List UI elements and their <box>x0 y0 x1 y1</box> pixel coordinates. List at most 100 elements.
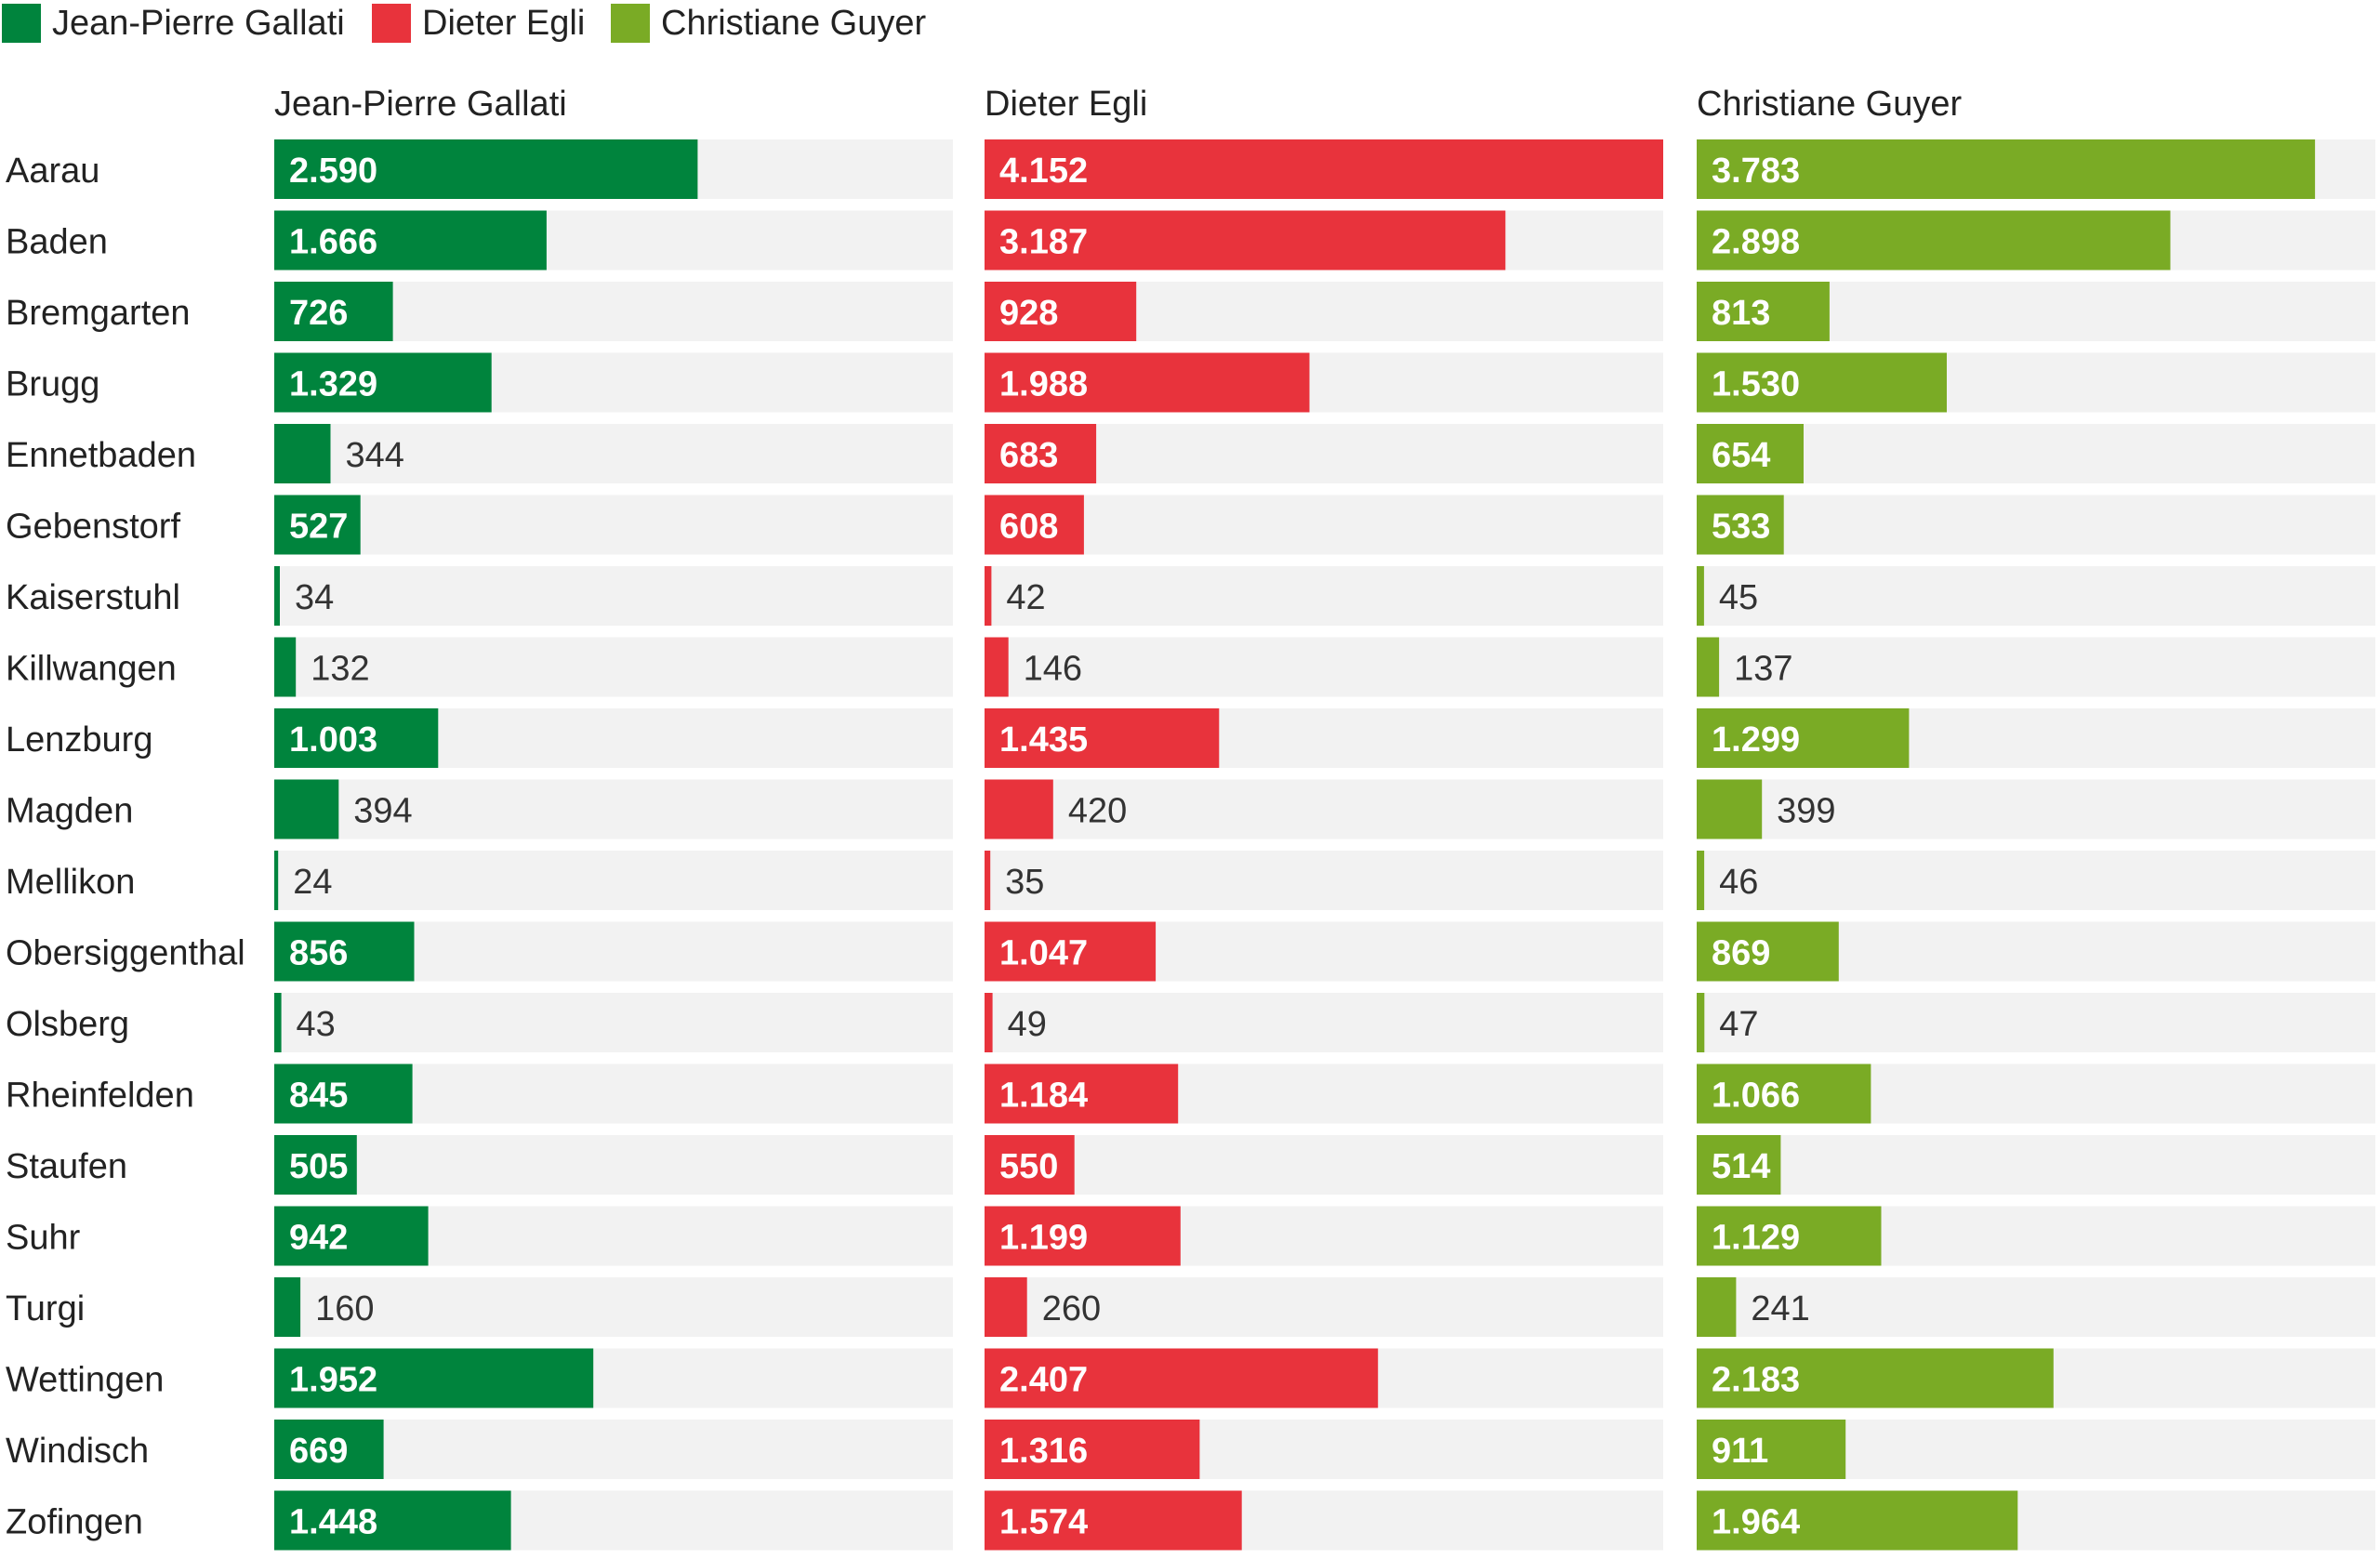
legend-label-jean-pierre-gallati: Jean-Pierre Gallati <box>52 4 345 43</box>
value-label-jean-pierre-gallati-staufen: 505 <box>289 1147 348 1186</box>
bar-christiane-guyer-brugg <box>1697 352 1947 413</box>
category-label-wettingen: Wettingen <box>6 1361 164 1400</box>
bar-jean-pierre-gallati-killwangen <box>274 637 297 697</box>
bar-dieter-egli-olsberg <box>985 993 993 1052</box>
value-label-dieter-egli-turgi: 260 <box>1042 1289 1101 1328</box>
legend-label-christiane-guyer: Christiane Guyer <box>661 4 926 43</box>
value-label-jean-pierre-gallati-wettingen: 1.952 <box>289 1361 377 1400</box>
bar-jean-pierre-gallati-ennetbaden <box>274 424 331 483</box>
bar-track <box>1697 779 2375 839</box>
bar-christiane-guyer-baden <box>1697 210 2171 271</box>
bar-jean-pierre-gallati-lenzburg <box>274 708 439 768</box>
bar-track <box>1697 851 2375 910</box>
value-label-christiane-guyer-lenzburg: 1.299 <box>1712 720 1800 760</box>
value-label-dieter-egli-lenzburg: 1.435 <box>999 720 1088 760</box>
bar-track <box>985 1135 1663 1195</box>
bar-track <box>274 1420 953 1479</box>
value-label-jean-pierre-gallati-obersiggenthal: 856 <box>289 934 348 973</box>
bar-jean-pierre-gallati-gebenstorf <box>274 495 361 555</box>
bar-dieter-egli-lenzburg <box>985 708 1220 768</box>
legend-label-dieter-egli: Dieter Egli <box>422 4 585 43</box>
value-label-jean-pierre-gallati-kaiserstuhl: 34 <box>295 578 334 617</box>
value-label-christiane-guyer-bremgarten: 813 <box>1712 294 1770 333</box>
bar-jean-pierre-gallati-wettingen <box>274 1348 594 1408</box>
bar-track <box>985 566 1663 626</box>
bar-dieter-egli-rheinfelden <box>985 1064 1179 1124</box>
bar-track <box>274 779 953 839</box>
bar-track <box>985 993 1663 1052</box>
bar-jean-pierre-gallati-staufen <box>274 1135 357 1195</box>
bar-jean-pierre-gallati-suhr <box>274 1206 429 1266</box>
bar-track <box>985 851 1663 910</box>
category-label-obersiggenthal: Obersiggenthal <box>6 934 245 973</box>
bar-dieter-egli-baden <box>985 210 1506 271</box>
bar-jean-pierre-gallati-obersiggenthal <box>274 921 415 982</box>
value-label-christiane-guyer-ennetbaden: 654 <box>1712 436 1770 475</box>
bar-track <box>1697 637 2375 697</box>
value-label-dieter-egli-baden: 3.187 <box>999 223 1088 262</box>
value-label-christiane-guyer-gebenstorf: 533 <box>1712 508 1770 547</box>
value-label-jean-pierre-gallati-killwangen: 132 <box>311 650 369 689</box>
category-labels: Aarau Baden Bremgarten Brugg Ennetbaden Geben… <box>6 152 245 1542</box>
bar-track <box>985 637 1663 697</box>
bars <box>274 139 2316 1551</box>
value-label-jean-pierre-gallati-aarau: 2.590 <box>289 152 377 191</box>
value-label-jean-pierre-gallati-magden: 394 <box>353 792 412 831</box>
bar-jean-pierre-gallati-mellikon <box>274 851 279 910</box>
bar-dieter-egli-gebenstorf <box>985 495 1084 555</box>
bar-christiane-guyer-wettingen <box>1697 1348 2054 1408</box>
bar-dieter-egli-aarau <box>985 139 1663 199</box>
legend: Jean-Pierre Gallati Dieter Egli Christiane… <box>2 4 926 43</box>
category-label-mellikon: Mellikon <box>6 863 135 902</box>
category-label-staufen: Staufen <box>6 1147 127 1186</box>
bar-jean-pierre-gallati-bremgarten <box>274 282 393 341</box>
category-label-magden: Magden <box>6 792 133 831</box>
bar-dieter-egli-kaiserstuhl <box>985 566 992 626</box>
value-label-jean-pierre-gallati-windisch: 669 <box>289 1432 348 1471</box>
bar-track <box>985 424 1663 483</box>
bar-christiane-guyer-zofingen <box>1697 1490 2018 1551</box>
value-label-christiane-guyer-windisch: 911 <box>1712 1432 1768 1471</box>
legend-swatch-dieter-egli <box>372 4 411 43</box>
bar-tracks <box>274 139 2375 1551</box>
bar-dieter-egli-zofingen <box>985 1490 1242 1551</box>
value-label-jean-pierre-gallati-turgi: 160 <box>315 1289 374 1328</box>
value-label-christiane-guyer-magden: 399 <box>1777 792 1835 831</box>
value-label-christiane-guyer-baden: 2.898 <box>1712 223 1800 262</box>
value-label-jean-pierre-gallati-brugg: 1.329 <box>289 365 377 404</box>
bar-dieter-egli-wettingen <box>985 1348 1379 1408</box>
value-label-dieter-egli-brugg: 1.988 <box>999 365 1088 404</box>
category-label-baden: Baden <box>6 223 108 262</box>
bar-dieter-egli-bremgarten <box>985 282 1137 341</box>
value-label-dieter-egli-staufen: 550 <box>999 1147 1058 1186</box>
category-label-rheinfelden: Rheinfelden <box>6 1077 194 1116</box>
value-label-jean-pierre-gallati-zofingen: 1.448 <box>289 1503 377 1542</box>
value-label-dieter-egli-bremgarten: 928 <box>999 294 1058 333</box>
value-label-jean-pierre-gallati-bremgarten: 726 <box>289 294 348 333</box>
value-label-dieter-egli-mellikon: 35 <box>1005 863 1044 902</box>
bar-track <box>1697 495 2375 555</box>
bar-track <box>274 1277 953 1337</box>
value-label-christiane-guyer-killwangen: 137 <box>1734 650 1792 689</box>
bar-christiane-guyer-bremgarten <box>1697 282 1830 341</box>
bar-christiane-guyer-olsberg <box>1697 993 1705 1052</box>
bar-christiane-guyer-mellikon <box>1697 851 1705 910</box>
legend-swatch-jean-pierre-gallati <box>2 4 41 43</box>
bar-track <box>274 495 953 555</box>
bar-dieter-egli-obersiggenthal <box>985 921 1157 982</box>
bar-jean-pierre-gallati-windisch <box>274 1420 384 1479</box>
value-labels: 2.590 4.152 3.783 1.666 3.187 2.898 726 928 813 1… <box>289 152 1836 1542</box>
bar-track <box>1697 993 2375 1052</box>
category-label-kaiserstuhl: Kaiserstuhl <box>6 578 180 617</box>
category-label-bremgarten: Bremgarten <box>6 294 191 333</box>
bar-track <box>274 637 953 697</box>
value-label-christiane-guyer-brugg: 1.530 <box>1712 365 1800 404</box>
bar-christiane-guyer-rheinfelden <box>1697 1064 1871 1124</box>
bar-track <box>274 424 953 483</box>
panel-title-dieter-egli: Dieter Egli <box>985 85 1147 124</box>
bar-track <box>985 495 1663 555</box>
bar-jean-pierre-gallati-magden <box>274 779 339 839</box>
value-label-dieter-egli-killwangen: 146 <box>1024 650 1082 689</box>
value-label-jean-pierre-gallati-rheinfelden: 845 <box>289 1077 348 1116</box>
category-label-brugg: Brugg <box>6 365 99 404</box>
